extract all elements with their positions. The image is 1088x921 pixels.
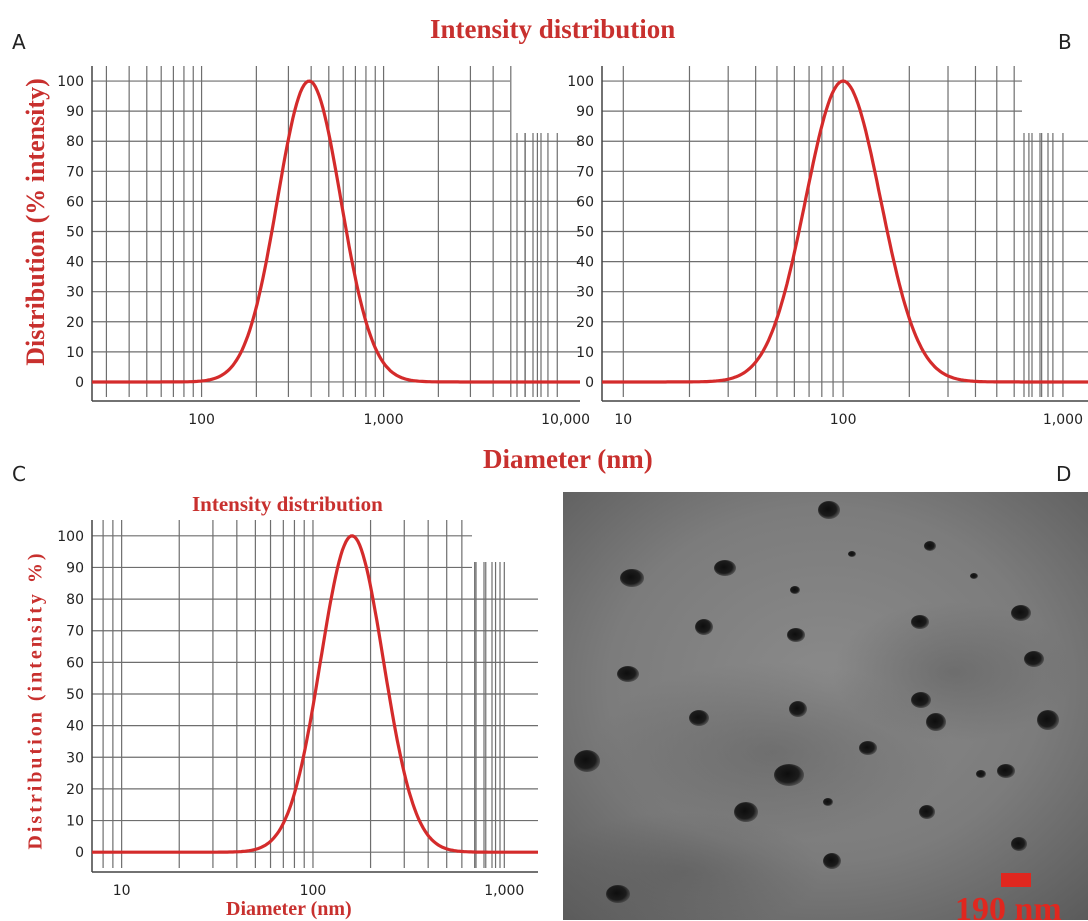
y-tick-label: 30 — [66, 750, 84, 766]
x-tick-label: 10 — [614, 412, 632, 428]
chart-c: 0 10 20 30 40 50 60 70 80 90 100 10 100 1,000 — [57, 520, 538, 899]
y-tick-label: 60 — [66, 655, 84, 671]
y-tick-label: 70 — [66, 624, 84, 640]
y-tick-label: 20 — [576, 315, 594, 331]
chart-a: 0 10 20 30 40 50 60 70 80 90 100 100 1,000 10,000 — [57, 66, 590, 428]
nanoparticle — [1011, 605, 1031, 621]
y-tick-label: 100 — [57, 529, 84, 545]
nanoparticle — [926, 713, 946, 731]
nanoparticle — [848, 551, 856, 557]
y-tick-label: 90 — [576, 104, 594, 120]
nanoparticle — [714, 560, 736, 576]
y-tick-label: 0 — [75, 845, 84, 861]
nanoparticle — [911, 692, 931, 708]
y-tick-label: 80 — [66, 134, 84, 150]
y-tick-label: 50 — [576, 225, 594, 241]
y-tick-label: 70 — [66, 164, 84, 180]
y-tick-label: 50 — [66, 687, 84, 703]
y-tick-label: 90 — [66, 560, 84, 576]
panel-letter-d: D — [1056, 462, 1072, 486]
panel-letter-a: A — [12, 30, 26, 54]
nanoparticle — [976, 770, 986, 778]
nanoparticle — [606, 885, 630, 903]
panel-letter-c: C — [12, 462, 26, 486]
x-tick-label: 1,000 — [1043, 412, 1083, 428]
nanoparticle — [734, 802, 758, 822]
x-tick-label: 100 — [300, 883, 327, 899]
y-tick-label: 60 — [66, 194, 84, 210]
y-tick-label: 50 — [66, 225, 84, 241]
y-tick-label: 0 — [585, 375, 594, 391]
nanoparticle — [787, 628, 805, 642]
x-tick-label: 10 — [113, 883, 131, 899]
y-tick-label: 80 — [576, 134, 594, 150]
y-tick-label: 70 — [576, 164, 594, 180]
y-tick-label: 60 — [576, 194, 594, 210]
x-tick-label: 100 — [188, 412, 215, 428]
nanoparticle — [689, 710, 709, 726]
nanoparticle — [620, 569, 644, 587]
chart-c-x-axis-label: Diameter (nm) — [226, 898, 352, 920]
nanoparticle — [823, 853, 841, 869]
distribution-curve-b — [602, 79, 1088, 384]
distribution-curve-c — [92, 534, 538, 854]
tem-micrograph: 190 nm — [563, 492, 1088, 920]
distribution-curve-a — [92, 79, 580, 384]
y-tick-label: 30 — [576, 285, 594, 301]
y-tick-label: 40 — [66, 255, 84, 271]
nanoparticle — [970, 573, 978, 579]
nanoparticle — [911, 615, 929, 629]
y-tick-label: 20 — [66, 782, 84, 798]
y-tick-label: 80 — [66, 592, 84, 608]
nanoparticle — [789, 701, 807, 717]
x-tick-label: 10,000 — [541, 412, 590, 428]
y-tick-label: 100 — [567, 74, 594, 90]
top-chart-title: Intensity distribution — [430, 14, 676, 44]
tem-micrograph-image: 190 nm — [563, 492, 1088, 920]
nanoparticle — [617, 666, 639, 682]
nanoparticle — [1024, 651, 1044, 667]
nanoparticle — [574, 750, 600, 772]
y-tick-label: 100 — [57, 74, 84, 90]
nanoparticle — [818, 501, 840, 519]
nanoparticle — [1037, 710, 1059, 730]
y-tick-label: 0 — [75, 375, 84, 391]
nanoparticle — [997, 764, 1015, 778]
y-tick-label: 30 — [66, 285, 84, 301]
nanoparticle — [1011, 837, 1027, 851]
y-tick-label: 10 — [576, 345, 594, 361]
x-tick-label: 1,000 — [364, 412, 404, 428]
y-tick-label: 20 — [66, 315, 84, 331]
nanoparticle — [790, 586, 800, 594]
y-tick-label: 40 — [66, 719, 84, 735]
y-tick-label: 10 — [66, 814, 84, 830]
panel-letter-b: B — [1058, 30, 1072, 54]
chart-b: 0 10 20 30 40 50 60 70 80 90 100 10 100 1,000 — [567, 66, 1088, 428]
nanoparticle — [823, 798, 833, 806]
nanoparticle — [859, 741, 877, 755]
top-x-axis-label: Diameter (nm) — [483, 444, 653, 474]
y-tick-label: 90 — [66, 104, 84, 120]
nanoparticle — [774, 764, 804, 786]
nanoparticle — [924, 541, 936, 551]
y-tick-label: 10 — [66, 345, 84, 361]
x-tick-label: 100 — [830, 412, 857, 428]
scale-bar-label: 190 nm — [955, 891, 1062, 920]
x-tick-label: 1,000 — [484, 883, 524, 899]
nanoparticle — [695, 619, 713, 635]
y-tick-label: 40 — [576, 255, 594, 271]
nanoparticle — [919, 805, 935, 819]
chart-c-title: Intensity distribution — [192, 492, 383, 516]
